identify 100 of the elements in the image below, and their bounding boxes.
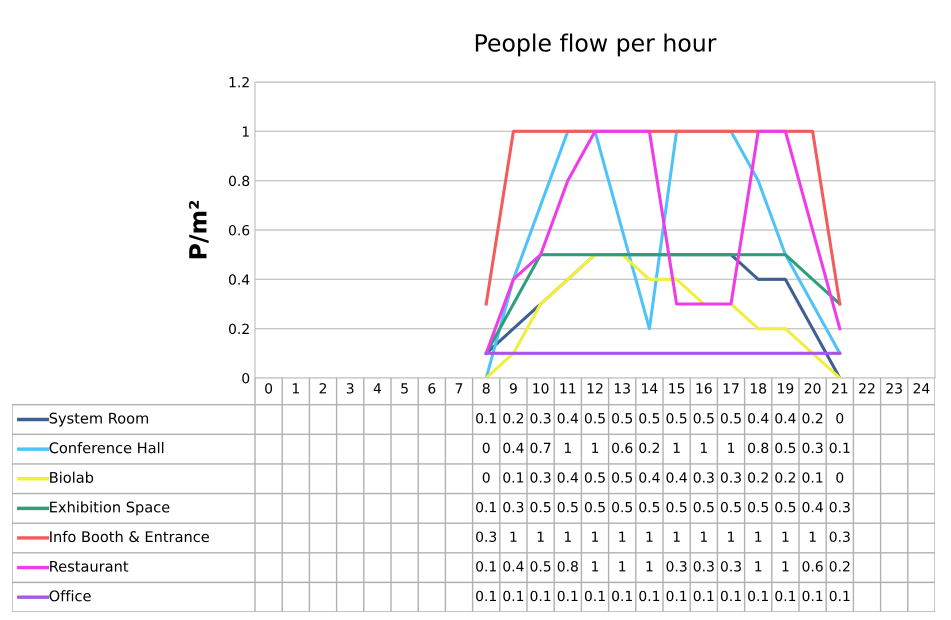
y-tick-label: 0.8 (228, 176, 250, 186)
data-label: 0.5 (775, 442, 796, 454)
data-label: 0.3 (830, 502, 850, 512)
legend-label: Exhibition Space (50, 501, 170, 516)
data-label: 0.5 (775, 502, 796, 512)
line-series (484, 253, 842, 355)
legend-label: Biolab (50, 472, 94, 483)
data-label: 0.5 (666, 502, 686, 512)
data-label: 0.3 (802, 442, 823, 454)
x-tick-label: 16 (696, 383, 712, 394)
data-label: 0.4 (748, 412, 768, 424)
data-label: 0.2 (748, 472, 768, 483)
x-tick-label: 0 (265, 383, 272, 394)
data-label: 0.1 (476, 412, 496, 424)
data-label: 0.7 (530, 442, 550, 454)
data-label: 0.3 (476, 531, 496, 542)
data-label: 0.2 (802, 412, 822, 424)
legend-label: Restaurant (50, 560, 128, 572)
data-label: 1 (700, 442, 707, 453)
data-label: 0.6 (802, 561, 823, 572)
data-label: 0.1 (775, 590, 796, 602)
y-axis-title: P/m² (188, 200, 209, 258)
y-tick-label: 0.6 (228, 224, 250, 236)
x-tick-label: 5 (401, 383, 408, 394)
data-label: 0.6 (612, 442, 632, 454)
data-label: 0.5 (558, 502, 578, 512)
x-tick-label: 22 (859, 383, 874, 394)
data-label: 0.1 (476, 590, 496, 602)
data-label: 0.5 (694, 412, 714, 424)
data-label: 1 (755, 532, 762, 542)
data-label: 0.1 (530, 590, 550, 602)
x-tick-label: 7 (456, 383, 462, 394)
data-label: 1 (782, 561, 789, 572)
data-label: 0.5 (666, 412, 686, 424)
data-label: 0.5 (639, 502, 660, 512)
data-label: 1 (564, 532, 571, 542)
data-label: 0.3 (694, 561, 714, 572)
y-tick-label: 0 (242, 372, 250, 384)
data-label: 0.1 (830, 590, 850, 602)
data-label: 0.5 (748, 502, 768, 512)
data-label: 0.2 (775, 472, 796, 483)
x-tick-label: 19 (778, 383, 794, 394)
data-label: 1 (538, 532, 544, 542)
data-label: 0.4 (639, 472, 660, 483)
data-label: 0.8 (748, 442, 768, 454)
data-label: 0.4 (558, 472, 578, 483)
data-label: 0.1 (802, 590, 822, 602)
x-tick-label: 21 (832, 383, 848, 394)
data-label: 0.5 (694, 502, 714, 512)
data-label: 0.3 (720, 561, 741, 572)
data-label: 0.1 (503, 590, 524, 602)
data-label: 0.5 (584, 412, 605, 424)
data-label: 0.1 (558, 590, 578, 602)
data-label: 1 (674, 442, 680, 453)
data-label: 0.1 (666, 590, 686, 602)
data-label: 0.1 (802, 472, 822, 483)
data-label: 1 (510, 532, 517, 542)
data-label: 1 (728, 532, 734, 542)
data-label: 0.4 (775, 412, 796, 424)
data-label: 1 (674, 532, 680, 542)
data-label: 0.1 (503, 472, 524, 483)
x-tick-label: 24 (914, 383, 930, 394)
data-label: 0.1 (720, 590, 741, 602)
data-label: 0.5 (584, 502, 605, 512)
y-tick-label: 0.2 (228, 324, 249, 334)
data-label: 0.3 (666, 561, 687, 572)
data-label: 0.2 (830, 561, 850, 572)
x-tick-label: 13 (614, 383, 630, 394)
data-label: 0.4 (503, 442, 524, 454)
x-tick-label: 12 (588, 383, 602, 394)
data-label: 1 (592, 532, 598, 542)
x-tick-label: 2 (320, 383, 326, 394)
x-tick-label: 14 (642, 383, 658, 394)
data-label: 0.5 (720, 502, 741, 512)
data-label: 0.3 (694, 472, 714, 483)
data-label: 0.5 (584, 472, 605, 483)
data-label: 0.2 (503, 412, 524, 424)
data-label: 0.1 (476, 561, 496, 572)
data-label: 0 (482, 472, 490, 483)
data-label: 1 (646, 532, 653, 542)
data-label: 0.3 (830, 531, 850, 542)
data-label: 0.3 (530, 472, 551, 483)
legend-label: Info Booth & Entrance (50, 530, 209, 542)
data-label: 1 (592, 561, 598, 572)
data-label: 0.4 (503, 561, 524, 572)
data-label: 1 (700, 532, 707, 542)
data-label: 1 (619, 561, 626, 572)
data-label: 0.5 (612, 412, 632, 424)
x-tick-label: 20 (804, 383, 821, 394)
y-tick-label: 0.4 (228, 274, 250, 285)
x-tick-label: 18 (750, 383, 766, 394)
data-label: 0.5 (639, 412, 660, 424)
data-label: 1 (564, 442, 571, 453)
data-label: 0.5 (530, 502, 550, 512)
x-tick-label: 17 (724, 383, 739, 394)
x-tick-label: 8 (482, 383, 490, 394)
data-label: 0.4 (666, 472, 687, 483)
data-label: 0.3 (503, 502, 524, 512)
data-label: 1 (728, 442, 734, 453)
data-label: 0.1 (639, 590, 660, 602)
